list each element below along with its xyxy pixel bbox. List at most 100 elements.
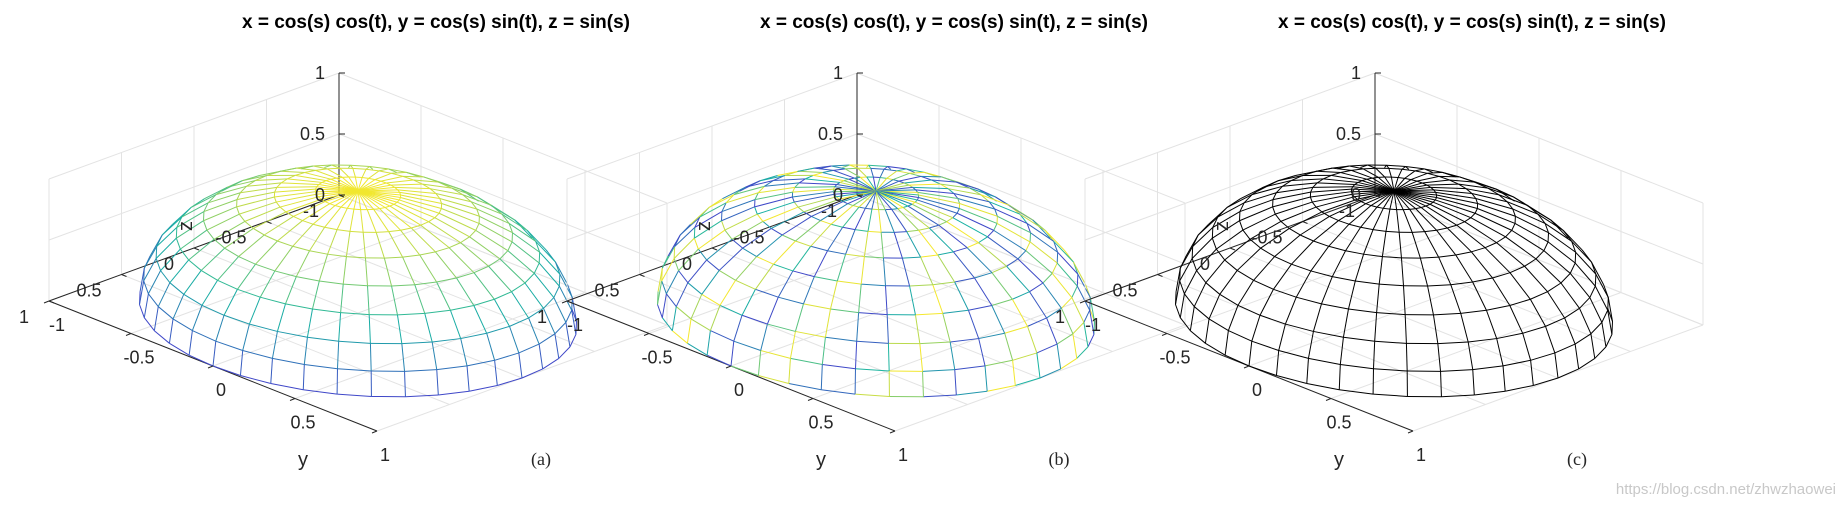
x-tick-label: 0 [216, 380, 226, 400]
x-tick-mark [889, 430, 896, 434]
mesh-meridian-segment [1331, 174, 1363, 182]
x-tick-label: 0 [1252, 380, 1262, 400]
mesh-latitude-segment [1285, 323, 1314, 332]
mesh-latitude-segment [1471, 193, 1477, 199]
mesh-latitude-segment [1505, 230, 1513, 238]
mesh-meridian-segment [845, 229, 856, 255]
mesh-meridian-segment [880, 232, 884, 258]
mesh-latitude-segment [724, 229, 733, 240]
mesh-meridian-segment [1381, 231, 1387, 257]
mesh-meridian-segment [419, 254, 438, 283]
mesh-meridian-segment [842, 164, 850, 168]
mesh-latitude-segment [1474, 208, 1478, 214]
mesh-meridian-segment [296, 167, 316, 171]
mesh-latitude-segment [1374, 340, 1407, 344]
y-axis-label: y [1334, 449, 1344, 471]
mesh-meridian-segment [932, 284, 944, 314]
mesh-meridian-segment [524, 282, 544, 309]
mesh-meridian-segment [863, 231, 869, 257]
mesh-meridian-segment [215, 315, 225, 342]
mesh-meridian-segment [788, 358, 791, 384]
mesh-meridian-segment [661, 246, 676, 269]
mesh-meridian-segment [1509, 305, 1524, 334]
mesh-latitude-segment [1464, 217, 1472, 223]
mesh-latitude-segment [473, 298, 495, 306]
mesh-latitude-segment [391, 284, 415, 287]
mesh-meridian-segment [1370, 190, 1395, 206]
grid-line [338, 194, 668, 326]
mesh-meridian-segment [814, 167, 834, 171]
mesh-latitude-segment [302, 220, 314, 225]
z-axis-label: z [175, 221, 197, 231]
mesh-latitude-segment [1360, 226, 1374, 231]
mesh-latitude-segment [538, 333, 556, 345]
mesh-meridian-segment [760, 323, 768, 351]
mesh-latitude-segment [915, 312, 943, 316]
mesh-latitude-segment [868, 164, 888, 168]
mesh-meridian-segment [361, 169, 367, 178]
x-tick-mark [643, 333, 650, 336]
mesh-meridian-segment [798, 170, 823, 174]
mesh-meridian-segment [1205, 259, 1226, 283]
mesh-latitude-segment [476, 208, 480, 217]
mesh-latitude-segment [215, 340, 243, 351]
mesh-latitude-segment [887, 166, 907, 170]
mesh-meridian-segment [1277, 174, 1303, 182]
mesh-meridian-segment [1196, 248, 1217, 271]
y-tick-mark [639, 274, 645, 277]
mesh-meridian-segment [462, 194, 492, 206]
mesh-latitude-segment [858, 206, 866, 209]
mesh-meridian-segment [978, 242, 1007, 267]
mesh-meridian-segment [1564, 317, 1576, 345]
y-tick-mark [121, 274, 127, 277]
mesh-meridian-segment [217, 256, 239, 281]
mesh-meridian-segment [160, 248, 181, 271]
mesh-meridian-segment [348, 176, 359, 192]
mesh-meridian-segment [414, 284, 426, 314]
mesh-meridian-segment [325, 180, 359, 192]
mesh-latitude-segment [533, 262, 540, 274]
mesh-meridian-segment [1046, 317, 1058, 345]
mesh-meridian-segment [875, 178, 888, 192]
mesh-latitude-segment [1224, 259, 1238, 271]
y-tick-mark [1302, 221, 1308, 224]
mesh-latitude-segment [558, 274, 561, 287]
mesh-meridian-segment [397, 189, 436, 195]
y-tick-label: 1 [537, 307, 547, 327]
mesh-latitude-segment [1524, 258, 1537, 267]
axis-ticks: -1 -0.5 0 0.5 1 -1 -0.5 0 0.5 1 0 0.5 1 [537, 63, 908, 465]
mesh-meridian-segment [1321, 198, 1358, 213]
mesh-latitude-segment [1455, 251, 1472, 256]
mesh-meridian-segment [887, 343, 890, 372]
mesh-meridian-segment [259, 170, 281, 176]
mesh-latitude-segment [304, 363, 338, 370]
grid-line [566, 72, 858, 180]
mesh-latitude-segment [469, 230, 477, 238]
mesh-meridian-segment [777, 170, 799, 176]
mesh-meridian-segment [799, 182, 837, 185]
y-tick-mark [193, 247, 200, 251]
mesh-latitude-segment [1530, 352, 1555, 361]
mesh-meridian-segment [742, 227, 772, 249]
mesh-meridian-segment [342, 256, 347, 285]
mesh-meridian-segment [1175, 268, 1181, 292]
mesh-meridian-segment [1237, 280, 1255, 306]
mesh-meridian-segment [1360, 206, 1378, 228]
mesh-latitude-segment [1424, 229, 1437, 233]
mesh-meridian-segment [441, 203, 480, 217]
mesh-meridian-segment [766, 297, 779, 325]
mesh-latitude-segment [1087, 334, 1095, 348]
mesh-latitude-segment [1509, 298, 1531, 306]
mesh-meridian-segment [1204, 318, 1210, 344]
mesh-latitude-segment [953, 247, 968, 253]
mesh-meridian-segment [1375, 167, 1386, 178]
mesh-meridian-segment [969, 187, 996, 198]
mesh-meridian-segment [1316, 170, 1341, 174]
mesh-meridian-segment [1522, 333, 1532, 361]
mesh-meridian-segment [1450, 284, 1462, 314]
mesh-meridian-segment [1208, 207, 1228, 225]
mesh-latitude-segment [1329, 215, 1339, 222]
mesh-latitude-segment [1251, 340, 1279, 351]
mesh-latitude-segment [1486, 304, 1510, 311]
mesh-latitude-segment [1349, 164, 1368, 167]
